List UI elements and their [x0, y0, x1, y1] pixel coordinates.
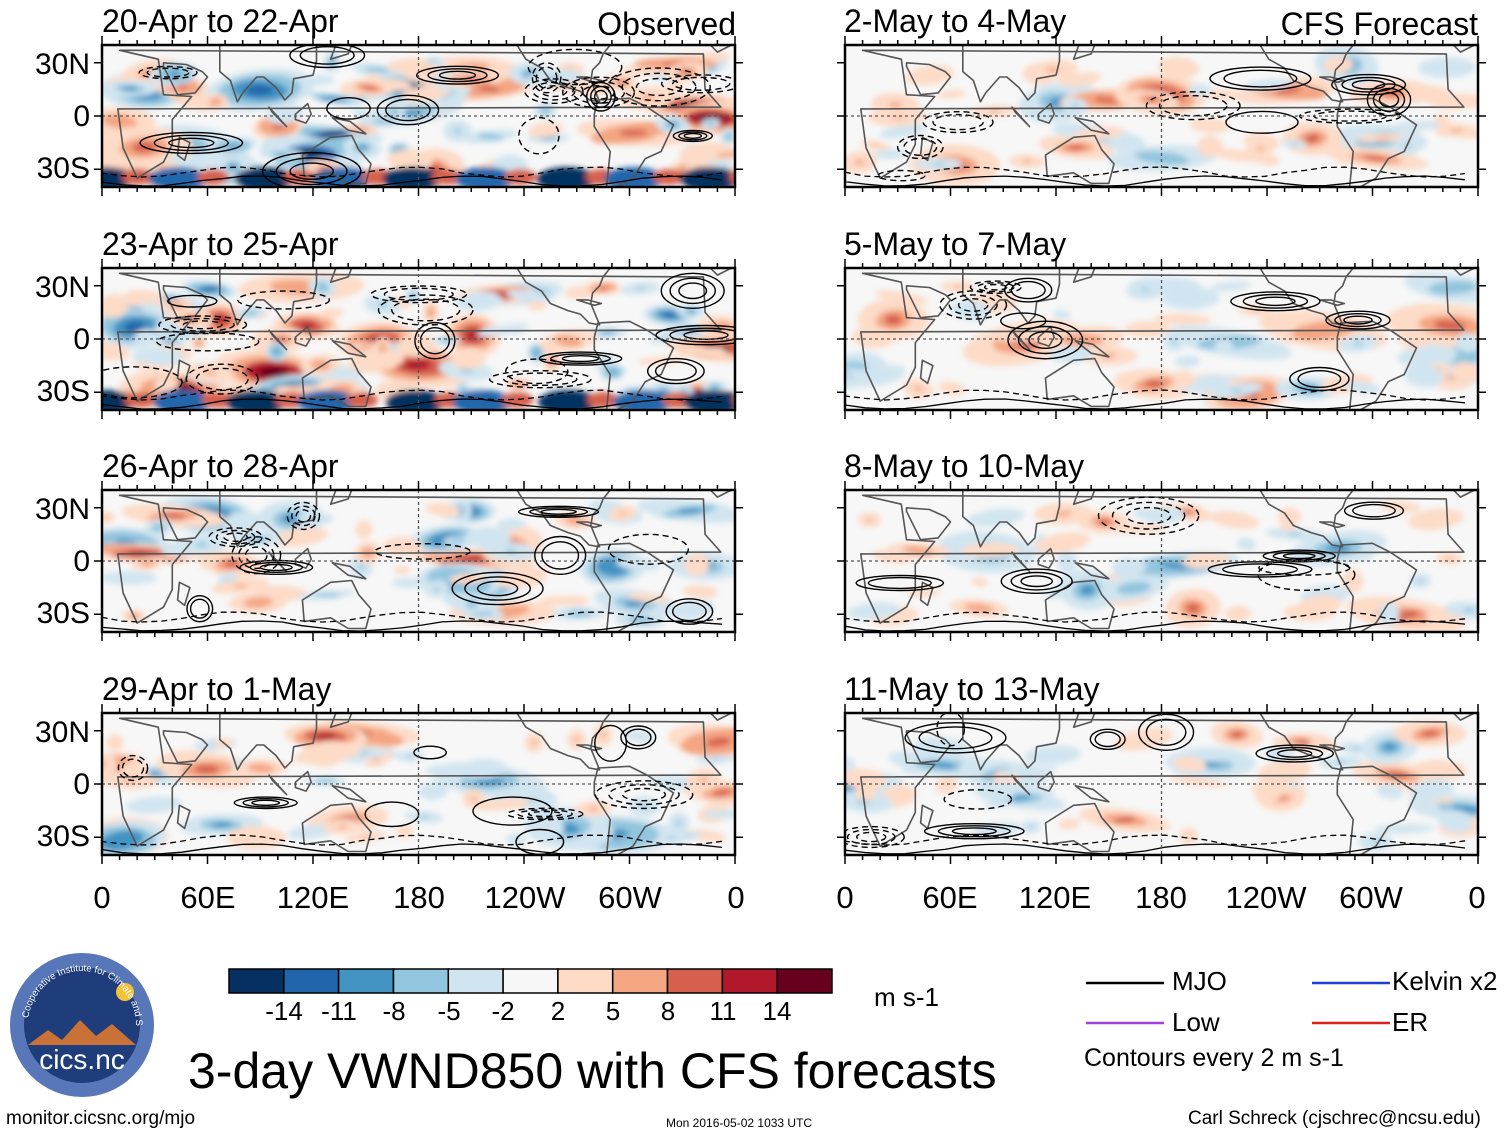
lon-label-left-360: 0 — [727, 880, 745, 915]
colorbar-swatch-2 — [283, 968, 340, 994]
colorbar-label-5: -2 — [491, 996, 515, 1026]
map-panel-obs-1 — [94, 36, 743, 196]
panel-title-obs-2: 23-Apr to 25-Apr — [102, 226, 339, 262]
lat-label-30s-3: 30S — [36, 597, 90, 630]
lat-label-30n-1: 30N — [34, 48, 90, 81]
colorbar-swatch-8 — [611, 968, 669, 994]
lon-label-right-180: 180 — [1135, 880, 1187, 915]
lon-label-left-120e: 120E — [276, 880, 350, 915]
lon-label-right-60e: 60E — [922, 880, 978, 915]
colorbar-label-4: -5 — [437, 996, 461, 1026]
colorbar-label-6: 2 — [550, 996, 566, 1026]
colorbar-swatch-6 — [502, 968, 559, 994]
lat-label-30n-2: 30N — [34, 271, 90, 304]
lat-label-eq-3: 0 — [73, 545, 90, 578]
colorbar-units: m s-1 — [874, 982, 939, 1012]
lat-label-30s-1: 30S — [36, 152, 90, 185]
legend-label-low: Low — [1172, 1007, 1220, 1037]
lon-label-left-60w: 60W — [598, 880, 662, 915]
lat-label-30n-4: 30N — [34, 716, 90, 749]
lon-label-right-60w: 60W — [1339, 880, 1403, 915]
legend-label-mjo: MJO — [1172, 966, 1227, 996]
colorbar-label-9: 11 — [709, 996, 737, 1026]
lon-label-right-120w: 120W — [1225, 880, 1307, 915]
footer-author: Carl Schreck (cjschrec@ncsu.edu) — [1188, 1108, 1481, 1129]
colorbar-label-10: 14 — [762, 996, 792, 1026]
colorbar-label-2: -11 — [321, 996, 357, 1026]
panel-title-fcst-1: 2-May to 4-May — [844, 3, 1067, 39]
forecast-column-label: CFS Forecast — [1280, 6, 1478, 42]
lon-label-left-60e: 60E — [180, 880, 236, 915]
lat-label-eq-2: 0 — [73, 323, 90, 356]
lon-label-right-0: 0 — [836, 880, 854, 915]
lon-label-left-120w: 120W — [484, 880, 566, 915]
lat-label-eq-1: 0 — [73, 100, 90, 133]
lat-label-30s-4: 30S — [36, 820, 90, 853]
lon-label-right-120e: 120E — [1018, 880, 1092, 915]
map-panel-obs-2 — [94, 259, 743, 419]
map-panel-fcst-2 — [837, 259, 1486, 419]
colorbar-swatch-4 — [392, 968, 450, 994]
colorbar-label-3: -8 — [382, 996, 406, 1026]
svg-text:cics.nc: cics.nc — [39, 1044, 125, 1075]
colorbar-swatch-5 — [447, 968, 504, 994]
map-panel-fcst-1 — [837, 36, 1486, 196]
lat-label-30n-3: 30N — [34, 493, 90, 526]
map-panel-fcst-4 — [837, 704, 1486, 864]
legend-label-kelvin: Kelvin x2 — [1392, 966, 1498, 996]
panel-title-obs-4: 29-Apr to 1-May — [102, 671, 332, 707]
lon-label-left-0: 0 — [93, 880, 111, 915]
colorbar-swatch-7 — [557, 968, 614, 994]
map-panel-obs-3 — [94, 481, 743, 641]
panel-title-obs-1: 20-Apr to 22-Apr — [102, 3, 339, 39]
colorbar-swatch-3 — [337, 968, 395, 994]
contour-note: Contours every 2 m s-1 — [1084, 1044, 1344, 1072]
map-panel-fcst-3 — [837, 481, 1486, 641]
colorbar-label-8: 8 — [660, 996, 676, 1026]
lon-label-left-180: 180 — [393, 880, 445, 915]
legend-label-er: ER — [1392, 1007, 1429, 1037]
panel-title-fcst-3: 8-May to 10-May — [844, 448, 1085, 484]
colorbar-label-7: 5 — [605, 996, 621, 1026]
footer-url[interactable]: monitor.cicsnc.org/mjo — [6, 1108, 196, 1129]
lat-label-eq-4: 0 — [73, 768, 90, 801]
colorbar-label-1: -14 — [265, 996, 303, 1026]
map-panel-obs-4 — [94, 704, 743, 864]
lat-label-30s-2: 30S — [36, 375, 90, 408]
colorbar-swatch-10 — [721, 968, 778, 994]
chart-title: 3-day VWND850 with CFS forecasts — [188, 1043, 997, 1099]
colorbar-swatch-9 — [666, 968, 724, 994]
footer-timestamp: Mon 2016-05-02 1033 UTC — [666, 1116, 813, 1130]
colorbar-swatch-11 — [776, 968, 833, 994]
observed-column-label: Observed — [597, 6, 736, 42]
panel-title-obs-3: 26-Apr to 28-Apr — [102, 448, 339, 484]
colorbar-swatch-1 — [228, 968, 285, 994]
panel-title-fcst-4: 11-May to 13-May — [844, 671, 1100, 707]
lon-label-right-360: 0 — [1468, 880, 1486, 915]
panel-title-fcst-2: 5-May to 7-May — [844, 226, 1067, 262]
